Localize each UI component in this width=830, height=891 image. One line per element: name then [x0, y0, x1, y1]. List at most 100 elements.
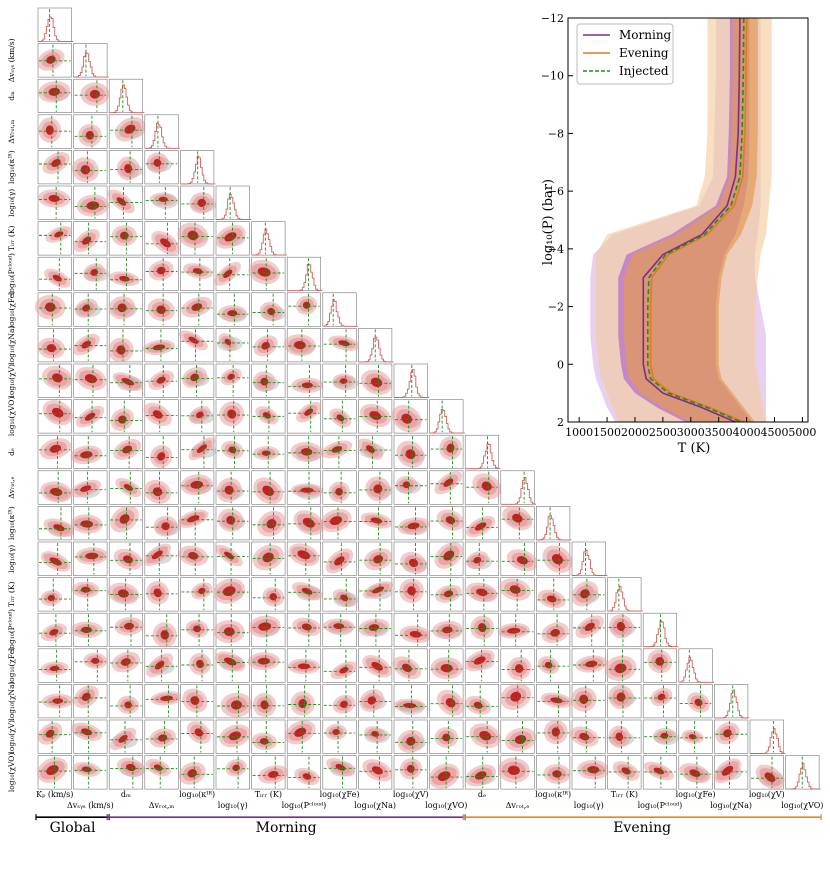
contour-panel-log_chiV_m-vs-dv_sys — [73, 363, 108, 398]
contour-panel-log_chiV_m-vs-log_kIR_m — [180, 363, 215, 398]
hist-panel-log_gamma_e — [571, 541, 608, 576]
contour-panel-log_chiFe_e-vs-d_m — [108, 648, 143, 683]
tp-y-axis-label: log₁₀(P) (bar) — [541, 179, 556, 265]
corner-y-label-log_chiV_e: log₁₀(χV) — [7, 720, 16, 754]
contour-panel-log_chiNa_e-vs-log_kIR_m — [180, 684, 215, 719]
corner-y-label-T_irr_e: Tᵢᵣᵣ (K) — [7, 582, 16, 608]
corner-x-label-log_gamma_e: log₁₀(γ) — [574, 801, 604, 810]
contour-panel-log_chiNa_e-vs-log_chiV_m — [393, 684, 428, 719]
contour-panel-log_gamma_e-vs-dv_rot_e — [500, 541, 538, 576]
contour-panel-log_Pcloud_m-vs-K_p — [37, 256, 72, 292]
contour-panel-d_e-vs-log_chiFe_m — [321, 434, 357, 470]
contour-panel-log_chiFe_e-vs-log_gamma_e — [571, 648, 608, 683]
contour-panel-log_chiVO_m-vs-log_chiNa_m — [358, 399, 393, 434]
contour-panel-log_chiNa_m-vs-T_irr_m — [251, 328, 286, 363]
contour-panel-dv_rot_e-vs-T_irr_m — [251, 470, 286, 505]
contour-panel-log_chiFe_m-vs-dv_rot_m — [144, 292, 179, 327]
contour-panel-log_Pcloud_m-vs-dv_sys — [73, 256, 109, 292]
hist-panel-dv_sys — [73, 43, 109, 78]
contour-panel-log_chiNa_e-vs-log_Pcloud_e — [642, 684, 678, 719]
tp-x-tick-label: 1000 — [565, 426, 593, 439]
contour-panel-log_chiNa_e-vs-dv_sys — [73, 684, 108, 719]
contour-panel-log_chiV_e-vs-log_chiVO_m — [429, 719, 464, 754]
corner-x-label-dv_rot_e: Δvᵣₒₜ,ₑ — [506, 801, 530, 810]
contour-panel-log_Pcloud_e-vs-log_Pcloud_m — [286, 612, 322, 648]
contour-panel-dv_rot_e-vs-d_e — [464, 470, 502, 505]
corner-y-label-log_chiV_m: log₁₀(χV) — [7, 364, 16, 398]
hist-panel-log_Pcloud_m — [286, 256, 323, 292]
contour-panel-log_kIR_e-vs-d_m — [108, 505, 143, 541]
tp-line-morning — [642, 17, 741, 423]
contour-panel-T_irr_m-vs-K_p — [37, 221, 73, 256]
contour-panel-log_gamma_e-vs-log_chiNa_m — [358, 541, 393, 576]
contour-panel-log_chiFe_m-vs-log_Pcloud_m — [286, 292, 322, 327]
contour-panel-d_m-vs-K_p — [37, 78, 72, 113]
contour-panel-log_chiNa_e-vs-dv_rot_e — [500, 683, 535, 719]
corner-x-label-dv_rot_m: Δvᵣₒₜ,ₘ — [149, 801, 175, 810]
hist-panel-log_chiNa_e — [714, 684, 750, 719]
contour-panel-log_chiV_m-vs-log_gamma_m — [215, 363, 250, 398]
contour-panel-log_chiFe_m-vs-log_gamma_m — [215, 292, 250, 327]
contour-panel-log_gamma_e-vs-log_chiV_m — [393, 541, 429, 576]
tp-legend: Morning Evening Injected — [576, 23, 674, 85]
corner-x-label-d_m: dₘ — [121, 790, 131, 799]
contour-panel-log_chiVO_e-vs-dv_sys — [72, 755, 108, 790]
tp-y-tick-label: 2 — [557, 416, 564, 429]
contour-panel-log_chiVO_e-vs-dv_rot_e — [497, 755, 535, 790]
tp-x-tick-label: 1500 — [593, 426, 621, 439]
group-bracket-evening: Evening — [462, 814, 822, 836]
corner-y-label-dv_rot_e: Δvᵣₒₜ,ₑ — [7, 476, 16, 498]
hist-panel-d_m — [108, 78, 145, 114]
contour-panel-log_Pcloud_e-vs-log_gamma_e — [571, 612, 606, 648]
contour-panel-log_kIR_e-vs-dv_sys — [70, 506, 108, 541]
corner-y-label-log_gamma_e: log₁₀(γ) — [7, 545, 16, 573]
tp-credible-bands — [590, 18, 772, 422]
hist-panel-log_chiNa_m — [358, 328, 394, 363]
corner-y-label-log_chiFe_e: log₁₀(χFe) — [7, 647, 16, 684]
contour-panel-log_gamma_e-vs-log_chiVO_m — [429, 541, 464, 576]
contour-panel-log_chiVO_e-vs-log_gamma_m — [215, 755, 250, 790]
contour-panel-T_irr_e-vs-dv_rot_m — [144, 577, 179, 612]
contour-panel-log_gamma_e-vs-log_kIR_e — [536, 541, 573, 576]
contour-panel-T_irr_e-vs-log_chiVO_m — [429, 577, 464, 612]
contour-panel-log_chiV_e-vs-d_m — [108, 719, 143, 754]
contour-panel-log_kIR_e-vs-K_p — [37, 506, 75, 541]
contour-panel-log_chiFe_m-vs-d_m — [108, 292, 143, 327]
tp-y-tick-label: −10 — [541, 70, 564, 83]
contour-panel-log_Pcloud_e-vs-log_chiNa_m — [358, 612, 393, 648]
contour-panel-log_chiFe_m-vs-T_irr_m — [251, 292, 286, 327]
corner-y-label-log_gamma_m: log₁₀(γ) — [7, 189, 16, 217]
hist-panel-T_irr_m — [251, 221, 287, 256]
contour-panel-log_Pcloud_m-vs-T_irr_m — [248, 256, 286, 292]
group-label-global: Global — [50, 820, 96, 836]
contour-panel-log_Pcloud_e-vs-dv_rot_m — [144, 612, 179, 648]
contour-panel-log_gamma_m-vs-dv_rot_m — [144, 185, 179, 220]
contour-panel-dv_rot_e-vs-log_chiFe_m — [322, 470, 357, 505]
contour-panel-log_chiVO_e-vs-log_Pcloud_m — [286, 755, 322, 790]
contour-panel-log_chiVO_e-vs-d_m — [108, 755, 146, 790]
corner-y-label-d_m: dₘ — [7, 91, 16, 101]
hist-panel-log_chiV_m — [393, 363, 430, 398]
contour-panel-log_Pcloud_e-vs-d_e — [464, 612, 500, 648]
contour-panel-log_chiFe_e-vs-T_irr_m — [247, 648, 286, 683]
contour-panel-log_Pcloud_e-vs-log_chiFe_m — [322, 612, 357, 648]
tp-line-injected — [647, 17, 745, 423]
tp-x-tick-label: 3000 — [677, 426, 705, 439]
contour-panel-dv_rot_m-vs-dv_sys — [73, 114, 108, 149]
contour-panel-log_chiV_e-vs-log_gamma_m — [215, 719, 251, 754]
contour-panel-log_chiNa_e-vs-d_m — [108, 684, 143, 719]
contour-panel-T_irr_e-vs-log_chiV_m — [393, 577, 428, 612]
corner-x-label-log_chiVO_e: log₁₀(χVO) — [781, 801, 823, 810]
contour-panel-log_chiVO_m-vs-log_Pcloud_m — [286, 399, 322, 434]
corner-x-label-log_chiFe_e: log₁₀(χFe) — [676, 790, 716, 799]
hist-panel-log_Pcloud_e — [642, 612, 679, 648]
contour-panel-log_chiFe_e-vs-log_kIR_m — [180, 648, 215, 683]
contour-panel-log_chiVO_e-vs-T_irr_m — [251, 755, 289, 790]
tp-profile-lines — [642, 17, 748, 423]
contour-panel-log_Pcloud_e-vs-K_p — [37, 612, 72, 648]
tp-x-tick-label: 4500 — [761, 426, 789, 439]
contour-panel-log_chiNa_m-vs-dv_sys — [72, 328, 108, 363]
contour-panel-log_Pcloud_m-vs-d_m — [108, 256, 143, 292]
